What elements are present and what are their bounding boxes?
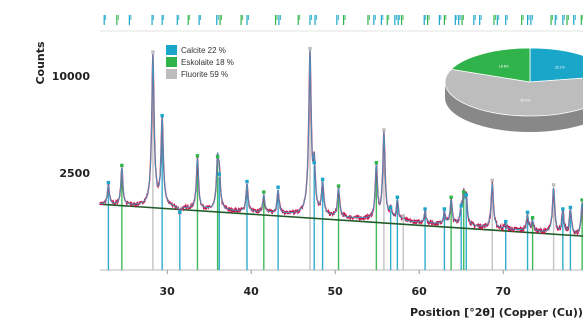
y-tick-label: 2500 <box>59 167 90 180</box>
peak-marker <box>580 198 583 202</box>
pie-slice-label: 59.0% <box>520 99 530 103</box>
peak-marker <box>530 216 535 220</box>
peak-marker <box>215 154 220 159</box>
peak-marker <box>561 207 565 211</box>
x-tick-label: 70 <box>496 285 512 298</box>
peak-marker <box>276 185 280 189</box>
x-tick-label: 50 <box>328 285 344 298</box>
peak-marker <box>151 50 155 54</box>
peak-marker <box>449 195 453 199</box>
y-tick-label: 10000 <box>52 70 91 83</box>
legend-label: Fluorite 59 % <box>181 70 228 79</box>
pie-slice <box>450 47 531 83</box>
pie-slice-label: 22.1% <box>555 66 565 70</box>
background-line <box>99 203 583 237</box>
peak-marker <box>464 192 468 197</box>
x-tick-label: 60 <box>412 285 428 298</box>
peak-marker <box>382 128 386 132</box>
peak-marker <box>178 210 182 215</box>
y-axis-ticks: 2500 10000 <box>52 70 91 180</box>
peak-marker <box>320 177 325 182</box>
pie-slice <box>444 68 583 117</box>
pie-slice <box>529 47 583 83</box>
peak-marker <box>401 214 405 218</box>
x-tick-label: 40 <box>244 285 260 298</box>
peak-marker <box>388 205 393 210</box>
peak-marker <box>374 161 379 165</box>
x-axis-ticks: 30 40 50 60 70 <box>160 270 512 298</box>
peak-marker <box>160 113 164 118</box>
legend-label: Eskolaite 18 % <box>181 58 234 67</box>
phase-pie-chart: 22.1% 59.0% 18.8% <box>444 47 583 132</box>
peak-marker <box>195 154 200 158</box>
pie-side <box>445 82 583 132</box>
pie-slice-label: 18.8% <box>499 65 509 69</box>
peak-marker <box>308 46 312 51</box>
reference-stick-strip <box>103 15 583 25</box>
legend-swatch <box>166 45 177 55</box>
peak-marker <box>442 207 447 211</box>
peak-marker <box>336 184 341 188</box>
legend: Calcite 22 % Eskolaite 18 % Fluorite 59 % <box>166 45 234 79</box>
peak-markers <box>106 46 583 224</box>
peak-marker <box>490 178 494 183</box>
legend-swatch <box>166 69 177 79</box>
peak-marker <box>120 163 124 168</box>
peak-marker <box>217 172 221 176</box>
fit-line <box>100 50 583 233</box>
peak-marker <box>106 180 111 185</box>
peak-marker <box>525 210 530 215</box>
peak-marker <box>245 179 249 184</box>
phase-stems <box>107 51 583 270</box>
peak-marker <box>568 205 573 210</box>
peak-marker <box>504 220 508 224</box>
peak-marker <box>423 207 427 211</box>
plot-area <box>99 30 583 271</box>
peak-marker <box>462 190 466 194</box>
peak-marker <box>395 195 400 199</box>
legend-label: Calcite 22 % <box>181 46 226 55</box>
peak-marker <box>551 183 556 187</box>
x-tick-label: 30 <box>160 285 176 298</box>
fitted-pattern <box>100 50 583 233</box>
peak-marker <box>262 190 266 194</box>
x-axis-label: Position [°2θ] (Copper (Cu)) <box>410 306 583 319</box>
peak-marker <box>459 204 463 208</box>
legend-swatch <box>166 57 177 67</box>
background-curve <box>99 203 583 237</box>
peak-marker <box>312 161 316 165</box>
y-axis-label: Counts <box>34 41 47 85</box>
